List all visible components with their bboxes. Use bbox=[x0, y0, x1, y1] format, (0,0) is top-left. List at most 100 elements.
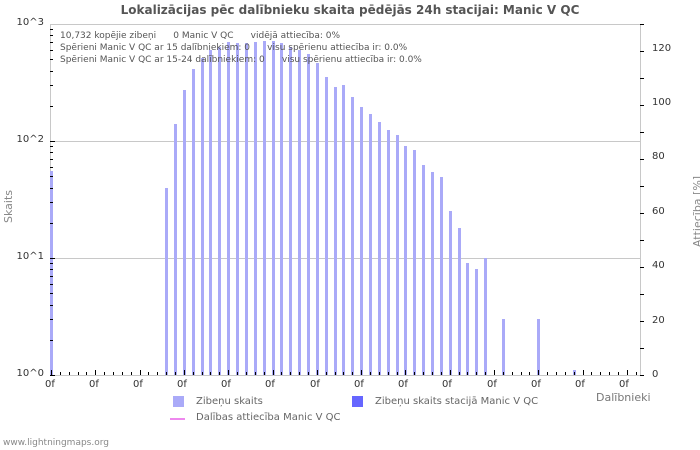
y-right-tick bbox=[640, 348, 644, 349]
y-tick bbox=[50, 269, 53, 271]
x-tick bbox=[352, 372, 354, 375]
x-tick bbox=[369, 372, 371, 375]
info-line-15-24: Spērieni Manic V QC ar 15-24 dalībniekie… bbox=[60, 55, 422, 65]
y-tick-label: 10^3 bbox=[16, 17, 44, 28]
y-right-tick-label: 0 bbox=[652, 369, 659, 380]
y-tick bbox=[50, 105, 53, 107]
x-tick bbox=[564, 372, 566, 375]
x-tick bbox=[458, 372, 460, 375]
x-tick-label: 0f bbox=[619, 379, 629, 390]
bar bbox=[439, 177, 443, 375]
x-tick bbox=[440, 372, 442, 375]
bar bbox=[200, 58, 204, 375]
x-tick bbox=[476, 372, 478, 375]
x-tick bbox=[157, 372, 159, 375]
bar bbox=[236, 42, 240, 375]
y-tick bbox=[50, 70, 53, 72]
x-tick bbox=[316, 370, 318, 375]
x-tick bbox=[245, 372, 247, 375]
y-tick bbox=[50, 29, 53, 31]
bar bbox=[386, 129, 390, 375]
x-tick bbox=[405, 370, 407, 375]
x-tick bbox=[387, 372, 389, 375]
x-tick bbox=[511, 372, 513, 375]
x-tick-label: 0f bbox=[487, 379, 497, 390]
x-tick-label: 0f bbox=[221, 379, 231, 390]
x-tick bbox=[59, 372, 61, 375]
bar bbox=[182, 89, 186, 375]
x-tick bbox=[183, 370, 185, 375]
x-tick bbox=[396, 372, 398, 375]
y-right-tick-label: 60 bbox=[652, 206, 665, 217]
y-right-tick bbox=[640, 186, 644, 187]
x-tick bbox=[272, 370, 274, 375]
x-tick-label: 0f bbox=[310, 379, 320, 390]
y-tick bbox=[50, 152, 53, 154]
chart-title: Lokalizācijas pēc dalībnieku skaita pēdē… bbox=[120, 3, 580, 17]
y-tick bbox=[50, 276, 53, 278]
y-tick bbox=[50, 263, 53, 265]
bar bbox=[422, 165, 426, 375]
bar bbox=[315, 63, 319, 375]
x-tick bbox=[281, 372, 283, 375]
y-right-tick bbox=[640, 78, 644, 79]
x-tick bbox=[237, 372, 239, 375]
bar bbox=[280, 42, 284, 375]
x-tick bbox=[414, 372, 416, 375]
y-tick bbox=[50, 375, 55, 376]
x-tick bbox=[113, 372, 115, 375]
x-tick-label: 0f bbox=[45, 379, 55, 390]
x-tick bbox=[95, 370, 97, 375]
y-right-tick bbox=[640, 159, 644, 160]
bar bbox=[351, 96, 355, 375]
y-right-tick bbox=[640, 321, 644, 322]
y-tick bbox=[50, 222, 53, 224]
x-tick bbox=[77, 372, 79, 375]
y-tick bbox=[50, 49, 53, 51]
bar bbox=[430, 172, 434, 375]
legend-label-zibenu-skaits: Zibeņu skaits bbox=[196, 396, 263, 407]
x-tick bbox=[51, 370, 52, 375]
y-tick bbox=[50, 202, 53, 204]
x-tick bbox=[307, 372, 309, 375]
y-tick-label: 10^2 bbox=[16, 134, 44, 145]
x-axis-title: Dalībnieki bbox=[596, 391, 651, 404]
gridline-10-1 bbox=[50, 258, 641, 259]
x-tick bbox=[299, 372, 301, 375]
x-tick bbox=[361, 370, 363, 375]
x-tick bbox=[538, 370, 540, 375]
bar bbox=[244, 42, 248, 375]
y-tick bbox=[50, 283, 53, 285]
x-tick-label: 0f bbox=[89, 379, 99, 390]
bar bbox=[484, 258, 488, 375]
x-tick bbox=[520, 372, 522, 375]
x-tick bbox=[228, 370, 230, 375]
bar bbox=[165, 187, 169, 375]
y-tick bbox=[50, 141, 55, 142]
y-tick bbox=[50, 187, 53, 189]
x-tick bbox=[86, 372, 88, 375]
x-tick bbox=[68, 372, 70, 375]
x-tick bbox=[263, 372, 265, 375]
bar bbox=[448, 211, 452, 375]
x-tick bbox=[431, 372, 433, 375]
bar bbox=[404, 146, 408, 375]
y-right-tick bbox=[640, 213, 644, 214]
y-axis-title: Skaits bbox=[2, 190, 15, 223]
x-tick bbox=[502, 372, 504, 375]
x-tick bbox=[618, 372, 620, 375]
legend-swatch-zibenu-skaits bbox=[173, 396, 184, 407]
y-right-tick-label: 40 bbox=[652, 260, 665, 271]
x-tick-label: 0f bbox=[177, 379, 187, 390]
y-right-tick-label: 20 bbox=[652, 315, 665, 326]
info-line-total: 10,732 kopējie zibeņi 0 Manic V QC vidēj… bbox=[60, 31, 341, 41]
legend-line-ratio bbox=[170, 418, 185, 420]
x-tick bbox=[529, 372, 531, 375]
x-tick bbox=[201, 372, 203, 375]
y-tick-label: 10^1 bbox=[16, 251, 44, 262]
bar bbox=[262, 41, 266, 375]
y-right-tick-label: 120 bbox=[652, 43, 672, 54]
y-tick bbox=[50, 35, 53, 37]
bar bbox=[227, 42, 231, 375]
x-tick bbox=[600, 372, 602, 375]
